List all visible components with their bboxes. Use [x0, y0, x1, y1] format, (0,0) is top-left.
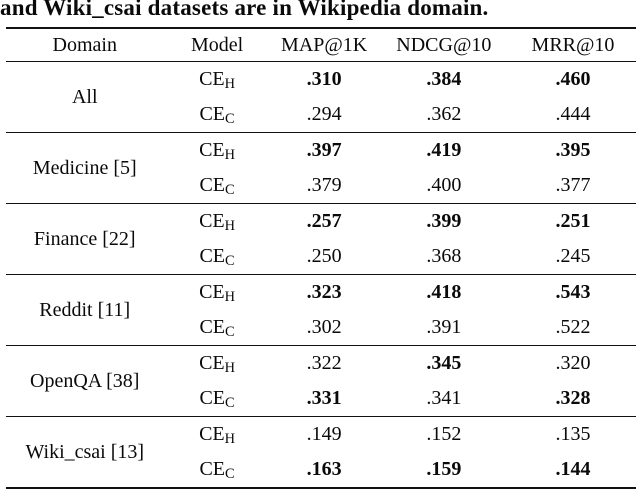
col-header-model: Model [163, 28, 271, 62]
table-row: CEC .294 .362 .444 [6, 97, 636, 133]
model-subscript: C [225, 465, 235, 482]
metric-value: .345 [426, 352, 462, 374]
metric-value: .159 [426, 458, 462, 480]
model-subscript: H [224, 75, 236, 92]
domain-group: Medicine [5] CEH .397 .419 .395 CEC .379 .400 .3… [6, 133, 636, 204]
metric-value: .320 [555, 352, 591, 374]
model-subscript: C [225, 252, 235, 269]
metric-value: .444 [555, 103, 591, 125]
table-row: Finance [22] CEH .257 .399 .251 [6, 204, 636, 250]
metric-value: .331 [306, 387, 342, 409]
metric-value: .379 [306, 174, 342, 196]
metric-value: .302 [306, 316, 342, 338]
table-row: OpenQA [38] CEH .322 .345 .320 [6, 346, 636, 392]
model-cell: CEC [199, 387, 235, 411]
model-subscript: H [224, 217, 236, 234]
metric-value: .245 [555, 245, 591, 267]
metric-value: .362 [426, 103, 462, 125]
table-row: CEC .331 .341 .328 [6, 381, 636, 417]
model-subscript: H [224, 288, 236, 305]
metric-value: .391 [426, 316, 462, 338]
domain-cell: Medicine [5] [32, 156, 137, 179]
domain-cell: All [71, 85, 98, 108]
model-subscript: C [225, 323, 235, 340]
metric-value: .418 [426, 281, 462, 303]
domain-group: OpenQA [38] CEH .322 .345 .320 CEC .331 .341 .32… [6, 346, 636, 417]
model-subscript: C [225, 181, 235, 198]
table-row: Medicine [5] CEH .397 .419 .395 [6, 133, 636, 179]
table-row: All CEH .310 .384 .460 [6, 62, 636, 108]
metric-value: .543 [555, 281, 591, 303]
model-cell: CEH [199, 68, 236, 92]
metric-value: .368 [426, 245, 462, 267]
metric-value: .341 [426, 387, 462, 409]
results-table: Domain Model MAP@1K NDCG@10 MRR@10 All CE… [6, 27, 636, 489]
model-subscript: C [225, 394, 235, 411]
table-caption: and Wiki_csai datasets are in Wikipedia … [0, 0, 489, 20]
metric-value: .400 [426, 174, 462, 196]
metric-value: .149 [306, 423, 342, 445]
domain-cell: Wiki_csai [13] [25, 440, 145, 463]
metric-value: .419 [426, 139, 462, 161]
metric-value: .250 [306, 245, 342, 267]
model-cell: CEC [199, 316, 235, 340]
table-header: Domain Model MAP@1K NDCG@10 MRR@10 [6, 28, 636, 62]
metric-value: .152 [426, 423, 462, 445]
metric-value: .257 [306, 210, 342, 232]
header-row: Domain Model MAP@1K NDCG@10 MRR@10 [6, 28, 636, 62]
domain-group: Wiki_csai [13] CEH .149 .152 .135 CEC .163 .159… [6, 417, 636, 489]
metric-value: .163 [306, 458, 342, 480]
metric-value: .328 [555, 387, 591, 409]
model-subscript: H [224, 146, 236, 163]
metric-value: .135 [555, 423, 591, 445]
model-subscript: H [224, 359, 236, 376]
domain-group: Reddit [11] CEH .323 .418 .543 CEC .302 .391 .52… [6, 275, 636, 346]
col-header-domain: Domain [6, 28, 164, 62]
model-cell: CEH [199, 423, 236, 447]
model-subscript: H [224, 430, 236, 447]
metric-value: .460 [555, 68, 591, 90]
col-header-ndcg10: NDCG@10 [377, 28, 510, 62]
metric-value: .251 [555, 210, 591, 232]
metric-value: .522 [555, 316, 591, 338]
model-cell: CEC [199, 458, 235, 482]
domain-cell: OpenQA [38] [30, 369, 140, 392]
model-cell: CEH [199, 281, 236, 305]
model-cell: CEH [199, 139, 236, 163]
domain-group: All CEH .310 .384 .460 CEC .294 .362 .444 [6, 62, 636, 133]
domain-cell: Finance [22] [33, 227, 136, 250]
table-row: CEC .163 .159 .144 [6, 452, 636, 488]
metric-value: .294 [306, 103, 342, 125]
metric-value: .310 [306, 68, 342, 90]
col-header-map1k: MAP@1K [270, 28, 378, 62]
model-cell: CEC [199, 245, 235, 269]
metric-value: .397 [306, 139, 342, 161]
metric-value: .399 [426, 210, 462, 232]
model-subscript: C [225, 110, 235, 127]
model-cell: CEC [199, 174, 235, 198]
col-header-mrr10: MRR@10 [509, 28, 636, 62]
domain-cell: Reddit [11] [39, 298, 131, 321]
metric-value: .323 [306, 281, 342, 303]
table-row: Wiki_csai [13] CEH .149 .152 .135 [6, 417, 636, 463]
table-row: Reddit [11] CEH .323 .418 .543 [6, 275, 636, 321]
model-cell: CEC [199, 103, 235, 127]
table-row: CEC .250 .368 .245 [6, 239, 636, 275]
metric-value: .384 [426, 68, 462, 90]
model-cell: CEH [199, 210, 236, 234]
model-cell: CEH [199, 352, 236, 376]
table-row: CEC .302 .391 .522 [6, 310, 636, 346]
metric-value: .377 [555, 174, 591, 196]
table-row: CEC .379 .400 .377 [6, 168, 636, 204]
metric-value: .395 [555, 139, 591, 161]
domain-group: Finance [22] CEH .257 .399 .251 CEC .250 .368 .2… [6, 204, 636, 275]
metric-value: .322 [306, 352, 342, 374]
metric-value: .144 [555, 458, 591, 480]
